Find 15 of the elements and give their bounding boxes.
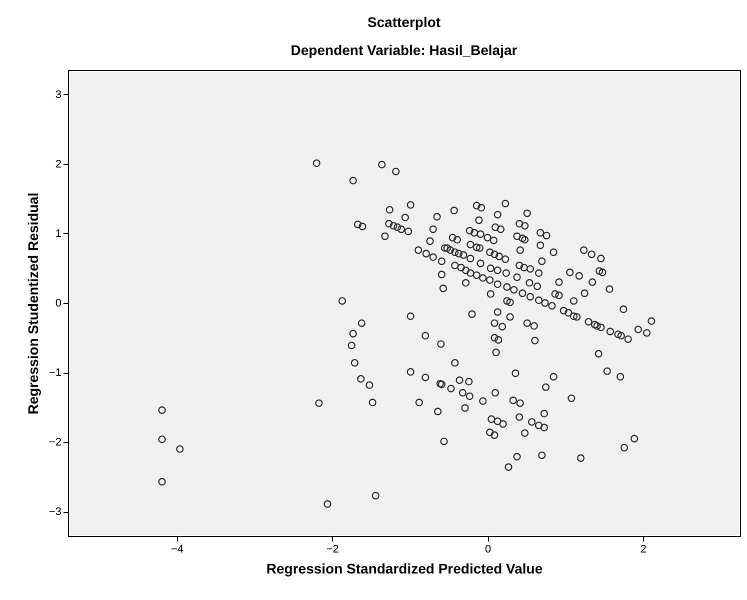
- y-tick-label: 3: [55, 88, 62, 101]
- y-tick-label: 2: [55, 158, 62, 170]
- x-tick-label: 2: [640, 544, 646, 556]
- chart-subtitle: Dependent Variable: Hasil_Belajar: [290, 42, 518, 58]
- x-tick-label: −2: [326, 544, 339, 556]
- y-tick-label: −2: [48, 436, 62, 449]
- y-tick-label: −1: [48, 367, 62, 380]
- y-axis-title: Regression Studentized Residual: [24, 192, 41, 414]
- x-tick-label: −4: [170, 544, 184, 556]
- chart-title: Scatterplot: [367, 14, 441, 30]
- y-tick-label: 1: [55, 228, 62, 240]
- x-axis-title: Regression Standardized Predicted Value: [266, 560, 543, 576]
- y-tick-label: 0: [55, 298, 62, 310]
- x-tick-label: 0: [484, 544, 492, 556]
- y-tick-label: −3: [48, 506, 62, 518]
